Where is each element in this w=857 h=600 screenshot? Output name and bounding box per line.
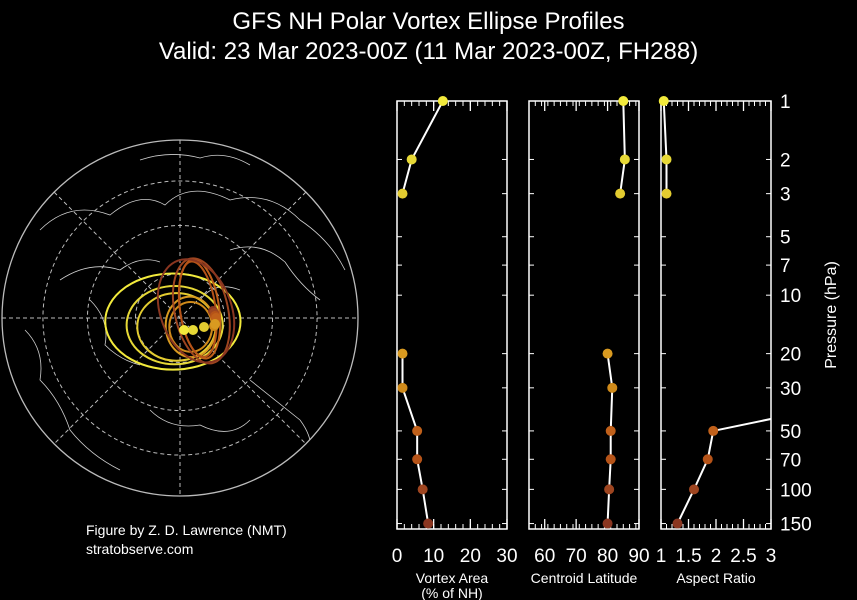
y-tick-label: 2 <box>780 150 791 171</box>
y-tick-label: 10 <box>780 286 801 307</box>
x-tick-label: 20 <box>460 546 481 567</box>
y-tick-label: 7 <box>780 256 791 277</box>
coastline <box>89 299 141 366</box>
vortex-ellipse-2hPa <box>125 284 224 366</box>
panel-frame <box>396 100 508 530</box>
data-point-3hPa <box>615 188 626 199</box>
panel-vortex-area: 0 10 20 30 Vortex Area(% of NH) <box>392 96 518 600</box>
chart-subtitle: Valid: 23 Mar 2023-00Z (11 Mar 2023-00Z,… <box>158 38 699 65</box>
x-tick-label: 2.5 <box>730 546 756 567</box>
series-line <box>401 353 430 524</box>
vortex-ellipse-1hPa <box>104 272 242 371</box>
x-tick-label: 70 <box>566 546 587 567</box>
credit-author: Figure by Z. D. Lawrence (NMT) <box>86 522 287 538</box>
data-point-70hPa <box>702 454 713 465</box>
x-tick-label: 0 <box>392 546 403 567</box>
series-line <box>401 101 444 194</box>
x-tick-label: 1.5 <box>675 546 701 567</box>
y-tick-label: 3 <box>780 185 791 206</box>
panel-centroid-latitude: 60 70 80 90 Centroid Latitude <box>528 96 650 586</box>
map-content <box>2 140 358 496</box>
coastline <box>199 286 241 301</box>
x-tick-label: 2 <box>711 546 722 567</box>
data-point-50hPa <box>412 425 423 436</box>
data-point-2hPa <box>619 154 630 165</box>
profile-panels: 0 10 20 30 Vortex Area(% of NH) 60 70 80 90 Centr… <box>392 92 840 600</box>
panel-frame <box>528 100 640 530</box>
x-tick-label: 1 <box>656 546 667 567</box>
data-point-70hPa <box>605 454 616 465</box>
series-line <box>606 353 614 524</box>
coastline <box>229 246 321 301</box>
data-point-1hPa <box>437 96 448 106</box>
x-tick-label: 90 <box>628 546 649 567</box>
data-point-3hPa <box>397 188 408 199</box>
data-point-30hPa <box>397 382 408 393</box>
meridian-line <box>53 191 307 445</box>
centroid-1hPa <box>179 325 189 335</box>
y-tick-label: 5 <box>780 228 791 249</box>
coastline <box>24 329 121 471</box>
coastline <box>139 154 251 166</box>
x-tick-label: 30 <box>496 546 517 567</box>
data-point-50hPa <box>605 425 616 436</box>
data-point-150hPa <box>672 518 683 529</box>
polar-map <box>1 139 359 497</box>
centroid-3hPa <box>199 322 209 332</box>
vortex-ellipse-150hPa <box>156 258 236 364</box>
data-point-1hPa <box>618 96 629 106</box>
y-tick-label: 30 <box>780 379 801 400</box>
y-tick-label: 50 <box>780 422 801 443</box>
series-line <box>619 101 626 194</box>
x-axis-label: Centroid Latitude <box>531 570 638 586</box>
data-point-20hPa <box>602 348 613 359</box>
x-tick-label: 60 <box>534 546 555 567</box>
data-point-150hPa <box>602 518 613 529</box>
series-line <box>662 101 668 194</box>
data-point-20hPa <box>397 348 408 359</box>
y-tick-label: 20 <box>780 345 801 366</box>
panel-aspect-ratio: 1 1.5 2 2.5 3 Aspect Ratio <box>656 96 777 586</box>
x-tick-label: 80 <box>597 546 618 567</box>
data-point-30hPa <box>607 382 618 393</box>
latitude-circle <box>135 273 225 363</box>
data-point-50hPa <box>708 425 719 436</box>
y-tick-label: 1 <box>780 92 791 113</box>
x-axis-label: Aspect Ratio <box>676 570 756 586</box>
vortex-ellipse-70hPa <box>177 260 218 358</box>
data-point-100hPa <box>604 484 615 495</box>
panel-frame <box>660 100 772 530</box>
x-tick-label: 3 <box>766 546 777 567</box>
x-tick-label: 10 <box>423 546 444 567</box>
data-point-1hPa <box>658 96 669 106</box>
chart-title: GFS NH Polar Vortex Ellipse Profiles <box>232 8 625 35</box>
series-line-group <box>401 101 444 524</box>
centroid-20hPa <box>210 319 220 329</box>
data-point-2hPa <box>661 154 672 165</box>
y-tick-label: 150 <box>780 515 812 536</box>
y-axis-label: Pressure (hPa) <box>823 261 840 369</box>
data-point-100hPa <box>417 484 428 495</box>
x-axis-label: (% of NH) <box>421 585 482 600</box>
y-tick-label: 100 <box>780 480 812 501</box>
data-point-3hPa <box>661 188 672 199</box>
credit-website: stratobserve.com <box>86 541 194 557</box>
data-point-70hPa <box>412 454 423 465</box>
coastline <box>59 259 161 281</box>
x-axis-label: Vortex Area <box>416 570 489 586</box>
data-point-100hPa <box>689 484 699 495</box>
data-point-2hPa <box>406 154 417 165</box>
centroid-2hPa <box>188 325 198 335</box>
data-point-150hPa <box>423 518 434 529</box>
coastline <box>149 409 251 432</box>
y-tick-label: 70 <box>780 450 801 471</box>
coastline <box>39 190 346 271</box>
